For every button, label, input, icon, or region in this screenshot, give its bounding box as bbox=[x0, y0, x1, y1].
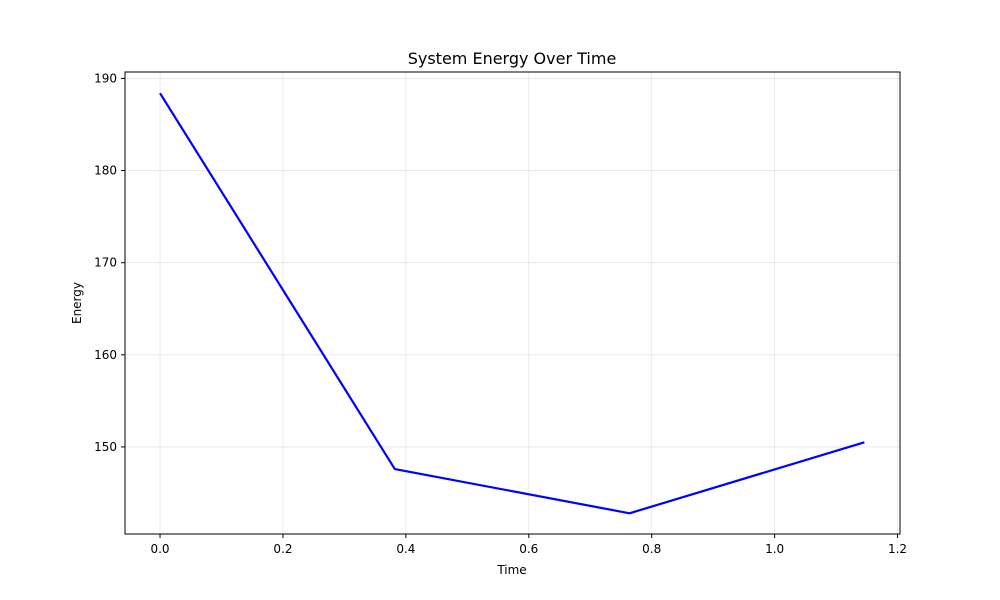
y-axis-ticks: 150 160 170 180 190 bbox=[94, 71, 125, 454]
series-line-0 bbox=[159, 92, 865, 515]
x-axis-ticks: 0.0 0.2 0.4 0.6 0.8 1.0 1.2 bbox=[150, 534, 907, 556]
y-tick-label: 160 bbox=[94, 348, 117, 362]
x-tick-label: 0.6 bbox=[519, 542, 538, 556]
x-axis-label: Time bbox=[496, 563, 526, 577]
x-tick-label: 1.2 bbox=[888, 542, 907, 556]
x-tick-label: 1.0 bbox=[765, 542, 784, 556]
y-tick-label: 190 bbox=[94, 71, 117, 85]
x-tick-label: 0.0 bbox=[150, 542, 169, 556]
chart-title: System Energy Over Time bbox=[408, 49, 617, 68]
y-tick-label: 150 bbox=[94, 440, 117, 454]
x-tick-label: 0.4 bbox=[396, 542, 415, 556]
grid bbox=[125, 72, 900, 534]
y-tick-label: 180 bbox=[94, 164, 117, 178]
x-tick-label: 0.2 bbox=[273, 542, 292, 556]
plot-area-frame bbox=[124, 71, 901, 535]
y-tick-label: 170 bbox=[94, 256, 117, 270]
series-layer bbox=[159, 92, 865, 515]
y-axis-label: Energy bbox=[70, 282, 84, 324]
x-tick-label: 0.8 bbox=[642, 542, 661, 556]
